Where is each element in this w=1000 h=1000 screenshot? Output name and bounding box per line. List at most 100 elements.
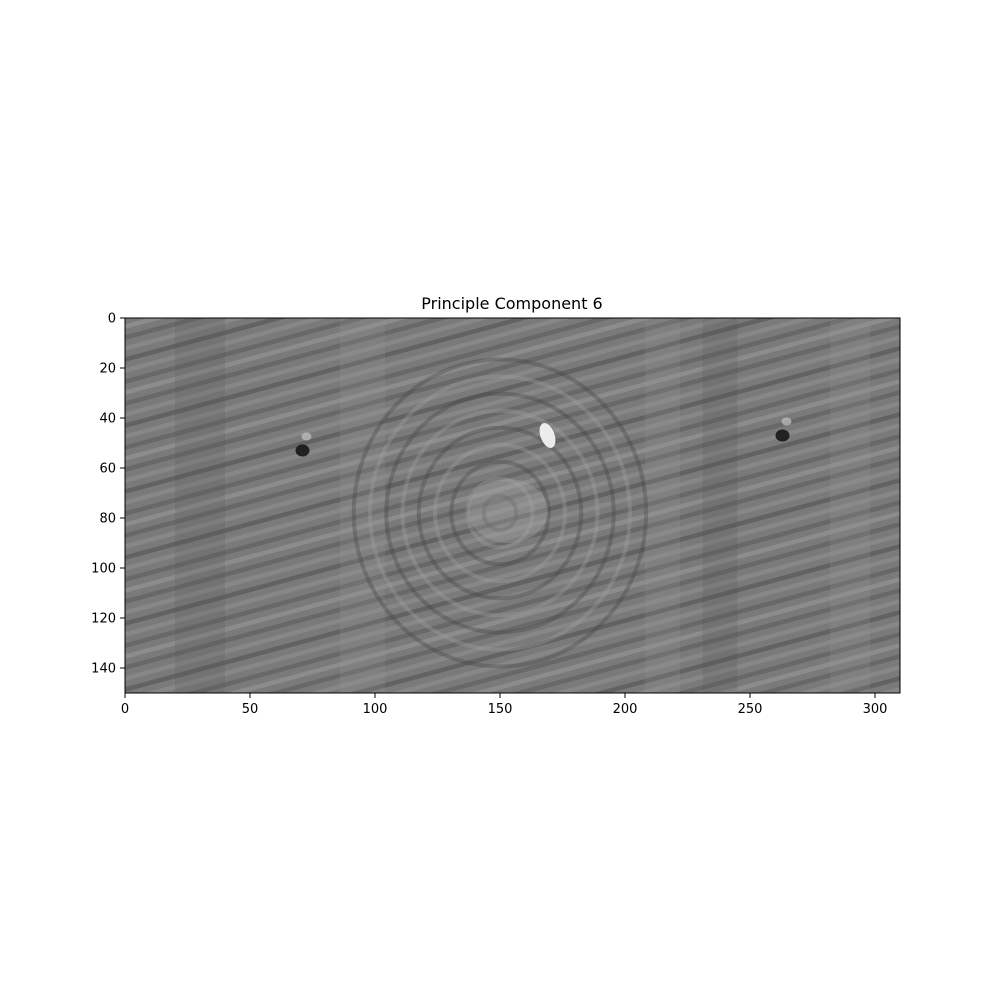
x-tick-label: 0 [121,702,129,717]
fringe-stripe [105,0,920,46]
fringe-stripe [125,318,859,516]
fringe-stripe [125,318,451,406]
fringe-stripe [105,90,920,310]
x-tick-label: 150 [488,702,513,717]
y-tick-label: 120 [91,612,116,627]
fringe-stripe [105,68,920,288]
fringe-stripe [105,2,920,222]
vertical-band [340,318,385,693]
fringe-stripe [125,318,533,428]
fringe-stripe [125,318,573,439]
fringe-stripe [105,0,920,145]
fringe-stripe [105,739,920,959]
fringe-stripe [105,871,920,1000]
fringe-stripe [225,511,900,693]
fringe-stripe [105,882,920,1000]
fringe-stripe [105,981,920,1000]
ring [400,408,600,618]
fringe-stripe [105,0,920,101]
ring [368,374,632,652]
dark-spot [775,429,790,442]
x-tick-label: 300 [863,702,888,717]
vertical-band [702,318,738,693]
y-tick-label: 140 [91,662,116,677]
fringe-stripe [125,318,818,505]
fringe-stripe [125,318,696,472]
fringe-stripe [125,456,900,670]
fringe-stripe [551,599,900,693]
fringe-stripe [105,0,920,112]
fringe-stripe [105,706,920,926]
fringe-stripe [125,318,370,384]
fringe-stripe [105,717,920,937]
fringe-stripe [105,794,920,1000]
fringe-stripe [105,926,920,1000]
fringe-stripe [125,324,900,538]
heatmap-image [105,0,920,1000]
fringe-stripe [125,318,329,373]
y-axis: 0 20 40 60 80 100 120 140 [91,312,125,677]
fringe-stripe [125,318,614,450]
fringe-stripe [125,346,900,560]
fringe-stripe [307,533,900,693]
fringe-stripe [105,915,920,1000]
fringe-stripe [674,632,900,693]
fringe-stripe [105,937,920,1000]
vertical-band [645,318,680,693]
fringe-stripe [144,489,900,693]
fringe-stripe [105,0,920,79]
fringe-stripe [592,610,900,693]
fringe-stripe [125,467,900,681]
fringe-stripe [125,318,288,362]
fringe-stripe [348,544,900,693]
fringe-stripe [470,577,900,693]
fringe-stripe [105,0,920,200]
x-tick-label: 250 [738,702,763,717]
y-tick-label: 100 [91,562,116,577]
dark-spot [295,444,310,457]
y-tick-label: 60 [99,462,116,477]
fringe-stripe [105,728,920,948]
fringe-stripe [125,357,900,571]
y-tick-label: 0 [108,312,116,327]
fringe-stripe [796,665,900,693]
x-tick-label: 100 [363,702,388,717]
fringe-stripe [105,783,920,1000]
plot-frame [124,317,901,694]
y-tick-label: 40 [99,412,116,427]
x-axis: 0 50 100 150 200 250 300 [121,693,888,717]
ring-center-glow [468,479,548,543]
fringe-stripe [105,772,920,992]
fringe-stripe [125,368,900,582]
fringe-stripe [125,318,736,483]
fringe-stripe [105,750,920,970]
fringe-stripe [105,838,920,1000]
fringe-stripe [837,676,900,693]
fringe-stripe [105,992,920,1000]
fringe-stripe [511,588,900,693]
fringe-stripes [105,0,920,1000]
fringe-stripe [105,893,920,1000]
ring [384,391,616,635]
fringe-stripe [105,0,920,211]
fringe-stripe [125,318,777,494]
bright-spot [539,423,556,448]
fringe-stripe [125,379,900,593]
fringe-stripe [105,0,920,24]
fringe-stripe [633,621,900,693]
ring [416,425,584,601]
y-tick-label: 20 [99,362,116,377]
ring [465,476,535,550]
fringe-stripe [125,478,900,692]
spot-features [295,417,792,457]
fringe-stripe [125,318,492,417]
x-tick-label: 200 [613,702,638,717]
fringe-stripe [105,35,920,255]
ring-pattern [351,357,649,669]
fringe-stripe [105,970,920,1000]
fringe-stripe [105,0,920,57]
ring [449,459,551,567]
fringe-stripe [105,0,920,90]
fringe-stripe [105,0,920,13]
